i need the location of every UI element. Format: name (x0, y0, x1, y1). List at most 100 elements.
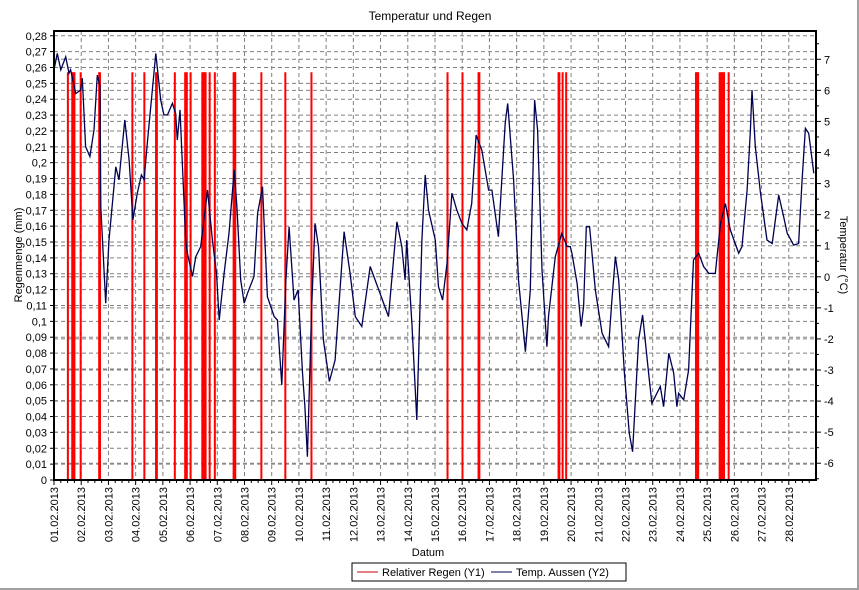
x-tick-label: 05.02.2013 (158, 487, 170, 542)
y-tick-label: 0,03 (26, 427, 47, 439)
y2-tick-label: -3 (824, 365, 834, 377)
y-tick-label: 0,13 (26, 269, 47, 281)
x-tick-label: 18.02.2013 (512, 487, 524, 542)
x-tick-label: 28.02.2013 (784, 487, 796, 542)
legend-rain-label: Relativer Regen (Y1) (382, 567, 485, 579)
rain-bar (718, 72, 721, 480)
y-tick-label: 0,21 (26, 142, 47, 154)
y2-tick-label: 4 (824, 147, 830, 159)
x-tick-label: 02.02.2013 (76, 487, 88, 542)
y-tick-label: 0,02 (26, 443, 47, 455)
y-tick-label: 0,25 (26, 78, 47, 90)
rain-bar (446, 72, 449, 480)
y2-tick-label: -1 (824, 303, 834, 315)
x-tick-label: 20.02.2013 (566, 487, 578, 542)
rain-bar (720, 72, 723, 480)
rain-bar (204, 72, 207, 480)
rain-bar (561, 72, 564, 480)
x-tick-label: 14.02.2013 (403, 487, 415, 542)
y-tick-label: 0,27 (26, 47, 47, 59)
x-tick-label: 04.02.2013 (131, 487, 143, 542)
x-tick-label: 16.02.2013 (457, 487, 469, 542)
temperature-line (53, 53, 815, 457)
rain-bar (234, 72, 237, 480)
y2-tick-label: 0 (824, 272, 830, 284)
axes: 0 0,01 0,02 0,03 0,04 0,05 0,06 0,07 0,08 0,09 0,1… (26, 31, 834, 542)
chart-title: Temperatur und Regen (369, 9, 492, 23)
rain-bar (723, 72, 726, 480)
y-tick-label: 0,04 (26, 412, 47, 424)
y-axis-title: Regenmenge (mm) (13, 208, 25, 303)
x-tick-label: 06.02.2013 (185, 487, 197, 542)
rain-bar (232, 72, 235, 480)
rain-bar (189, 72, 192, 480)
y2-tick-label: 2 (824, 210, 830, 222)
legend-box (351, 562, 627, 582)
y-tick-label: 0,06 (26, 380, 47, 392)
rain-bar (202, 72, 205, 480)
rain-bar (260, 72, 263, 480)
x-tick-label: 22.02.2013 (621, 487, 633, 542)
y2-tick-label: 1 (824, 241, 830, 253)
rain-bar (558, 72, 561, 480)
x-tick-label: 15.02.2013 (430, 487, 442, 542)
x-tick-label: 23.02.2013 (648, 487, 660, 542)
x-tick-label: 01.02.2013 (49, 487, 61, 542)
x-tick-label: 09.02.2013 (267, 487, 279, 542)
rain-bar (565, 72, 568, 480)
y-tick-label: 0,19 (26, 174, 47, 186)
rain-bar (696, 72, 699, 480)
y2-tick-label: -6 (824, 458, 834, 470)
x-tick-label: 07.02.2013 (212, 487, 224, 542)
rain-bar (719, 72, 722, 480)
rain-bar (131, 72, 134, 480)
y-tick-label: 0,28 (26, 31, 47, 43)
y2-axis-title: Temperatur (°C) (837, 216, 849, 294)
rain-bar (79, 72, 82, 480)
rain-bar (184, 72, 187, 480)
rain-bar (478, 72, 481, 480)
rain-bar (185, 72, 188, 480)
x-tick-label: 26.02.2013 (729, 487, 741, 542)
rain-bar (143, 72, 146, 480)
x-tick-label: 19.02.2013 (539, 487, 551, 542)
x-tick-label: 10.02.2013 (294, 487, 306, 542)
rain-bar (461, 72, 464, 480)
x-tick-label: 21.02.2013 (593, 487, 605, 542)
y-tick-label: 0 (41, 475, 47, 487)
y2-tick-label: 7 (824, 54, 830, 66)
y-tick-label: 0,14 (26, 253, 47, 265)
rain-bar (155, 72, 158, 480)
legend: Relativer Regen (Y1) Temp. Aussen (Y2) (351, 562, 627, 582)
rain-bar (98, 72, 101, 480)
y-tick-label: 0,1 (32, 316, 47, 328)
y-tick-label: 0,16 (26, 221, 47, 233)
x-tick-label: 12.02.2013 (348, 487, 360, 542)
y-tick-label: 0,08 (26, 348, 47, 360)
x-tick-label: 08.02.2013 (240, 487, 252, 542)
rain-bars (66, 72, 730, 480)
y2-tick-label: 5 (824, 116, 830, 128)
y2-tick-label: -5 (824, 427, 834, 439)
y-tick-label: 0,18 (26, 189, 47, 201)
grid (54, 31, 816, 480)
rain-bar (201, 72, 204, 480)
rain-bar (727, 72, 730, 480)
rain-bar (173, 72, 176, 480)
legend-temp-label: Temp. Aussen (Y2) (516, 567, 609, 579)
x-tick-label: 03.02.2013 (103, 487, 115, 542)
y-tick-label: 0,15 (26, 237, 47, 249)
y2-tick-label: 3 (824, 179, 830, 191)
rain-bar (721, 72, 724, 480)
y2-tick-label: -4 (824, 396, 834, 408)
rain-bar (66, 72, 69, 480)
y-tick-label: 0,05 (26, 396, 47, 408)
rain-bar (71, 72, 74, 480)
x-tick-label: 24.02.2013 (675, 487, 687, 542)
rain-bar (72, 72, 75, 480)
y-tick-label: 0,24 (26, 94, 47, 106)
y-tick-label: 0,09 (26, 332, 47, 344)
rain-bar (284, 72, 287, 480)
